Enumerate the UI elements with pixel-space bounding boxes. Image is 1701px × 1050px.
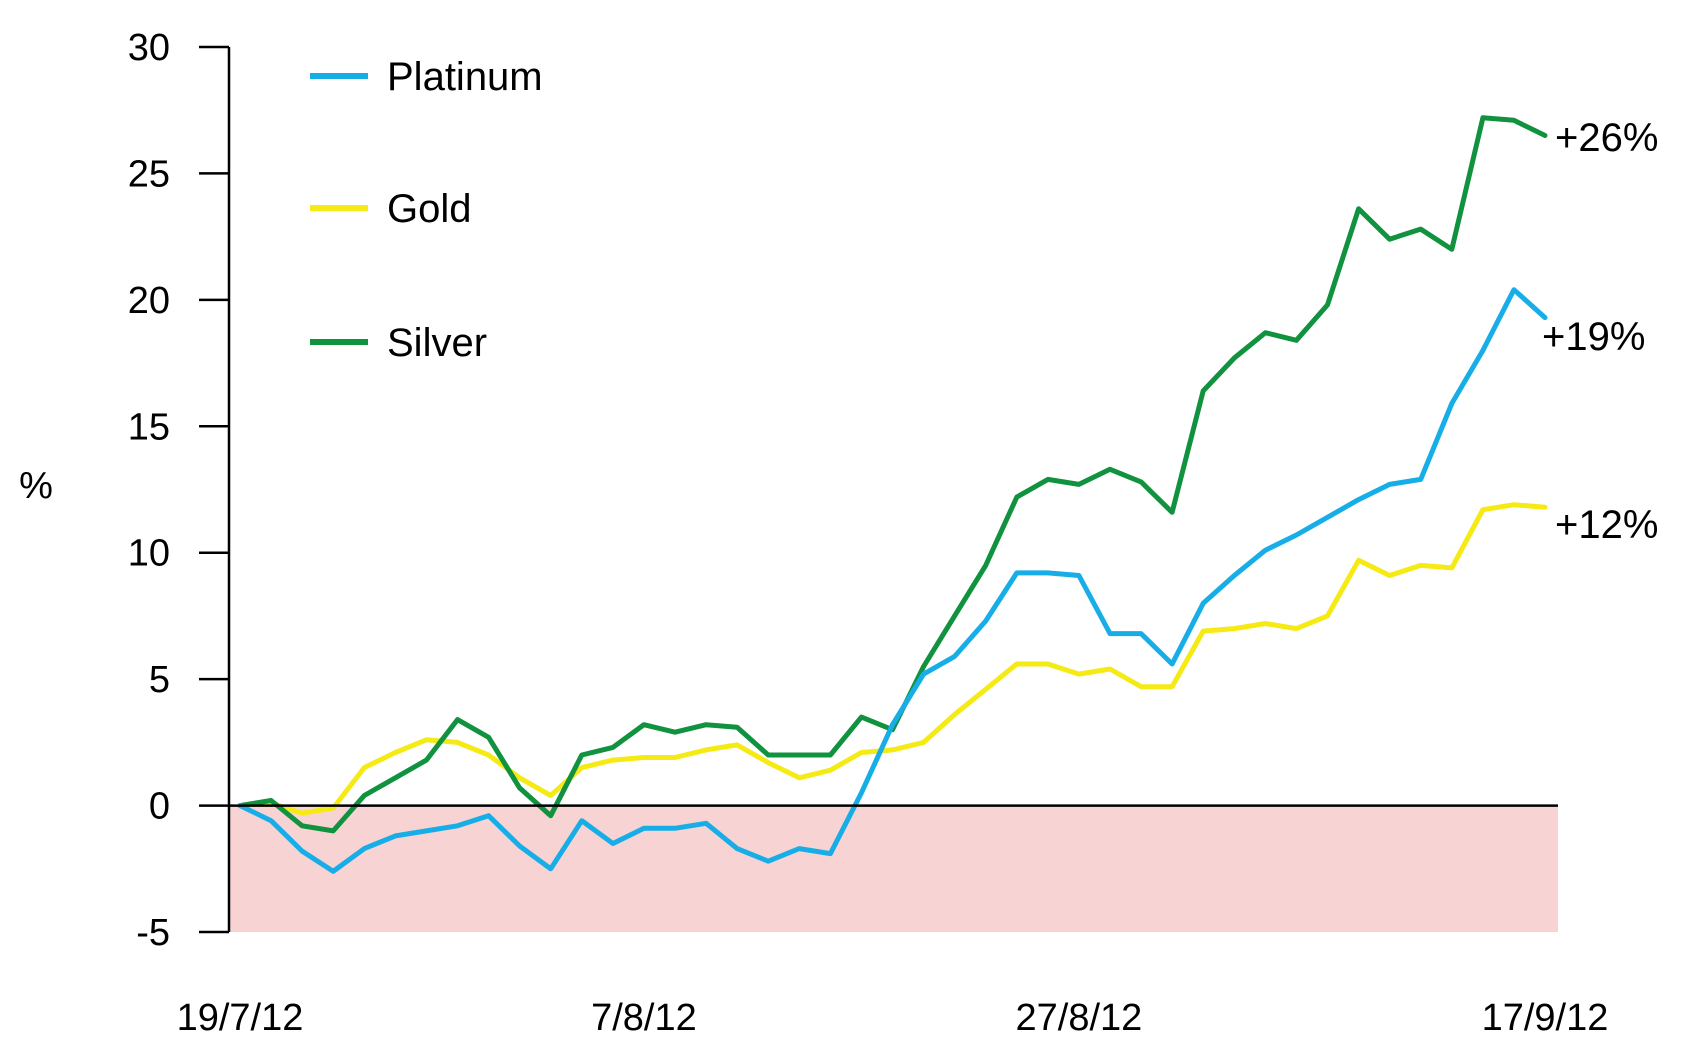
y-tick-label: -5: [136, 912, 170, 954]
y-tick-label: 25: [128, 153, 170, 195]
series-layer: [237, 115, 1548, 874]
end-label-silver: +26%: [1555, 116, 1658, 160]
y-axis-title: %: [19, 465, 53, 507]
legend-label-silver: Silver: [387, 321, 487, 365]
end-label-platinum: +19%: [1542, 315, 1645, 359]
x-ticks: 19/7/12 7/8/12 27/8/12 17/9/12: [177, 997, 1609, 1039]
y-tick-label: 20: [128, 280, 170, 322]
end-label-gold: +12%: [1555, 503, 1658, 547]
negative-region-shading: [229, 805, 1558, 932]
legend-label-platinum: Platinum: [387, 55, 543, 99]
y-tick-label: 5: [149, 659, 170, 701]
series-line-platinum: [237, 287, 1548, 874]
x-tick-label: 19/7/12: [177, 997, 304, 1039]
x-tick-label: 27/8/12: [1016, 997, 1143, 1039]
x-tick-label: 7/8/12: [591, 997, 697, 1039]
end-labels: +19% +12% +26%: [1542, 116, 1658, 547]
y-tick-label: 30: [128, 27, 170, 69]
y-tick-label: 10: [128, 533, 170, 575]
legend-label-gold: Gold: [387, 187, 472, 231]
y-tick-label: 0: [149, 786, 170, 828]
legend: Platinum Gold Silver: [310, 55, 543, 365]
series-line-gold: [237, 502, 1548, 816]
y-ticks: 30 25 20 15 10 5 0 -5: [128, 27, 229, 954]
x-tick-label: 17/9/12: [1482, 997, 1609, 1039]
y-tick-label: 15: [128, 406, 170, 448]
